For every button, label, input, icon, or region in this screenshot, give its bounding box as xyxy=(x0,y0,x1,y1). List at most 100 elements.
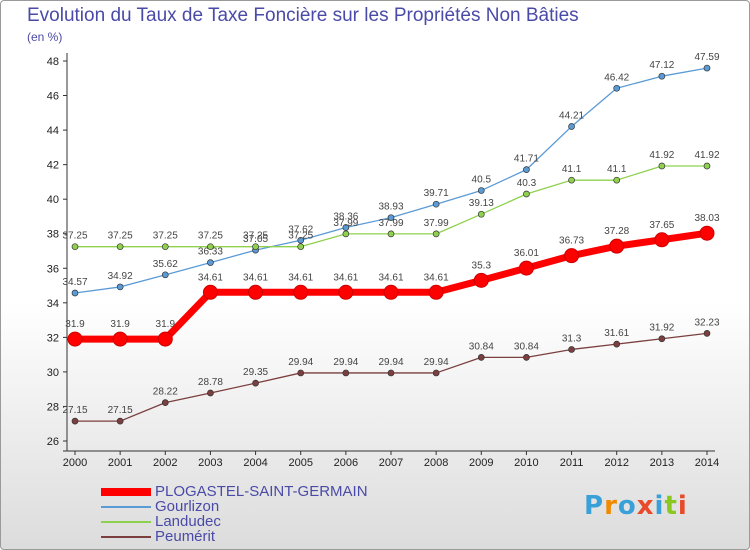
data-point-plogastel-saint-germain xyxy=(157,331,173,347)
data-label-plogastel-saint-germain: 35.3 xyxy=(472,260,492,271)
data-point-landudec xyxy=(523,190,530,198)
data-point-gourlizon xyxy=(71,289,79,297)
legend-swatch xyxy=(101,488,151,496)
x-tick-label: 2014 xyxy=(695,457,719,469)
data-point-landudec xyxy=(703,162,711,170)
legend-item-peum-rit: Peumérit xyxy=(101,529,368,544)
data-label-landudec: 37.99 xyxy=(424,218,449,229)
data-label-landudec: 39.13 xyxy=(469,198,494,209)
y-tick-label: 38 xyxy=(47,229,59,241)
data-label-gourlizon: 38.36 xyxy=(333,212,358,223)
y-tick-label: 44 xyxy=(47,125,59,137)
x-tick-label: 2007 xyxy=(379,457,403,469)
data-label-landudec: 41.92 xyxy=(694,150,719,161)
x-tick-label: 2009 xyxy=(469,457,493,469)
legend-item-plogastel-saint-germain: PLOGASTEL-SAINT-GERMAIN xyxy=(101,484,368,499)
x-tick-label: 2003 xyxy=(198,457,222,469)
data-label-plogastel-saint-germain: 31.9 xyxy=(156,319,176,330)
data-label-peum-rit: 29.94 xyxy=(288,357,313,368)
data-point-gourlizon xyxy=(658,72,666,80)
data-label-landudec: 41.1 xyxy=(607,164,627,175)
data-point-gourlizon xyxy=(477,187,485,194)
data-point-plogastel-saint-germain xyxy=(383,284,399,300)
data-point-gourlizon xyxy=(613,84,621,92)
data-label-landudec: 37.25 xyxy=(198,231,223,242)
data-point-peum-rit xyxy=(613,340,621,348)
x-tick-label: 2001 xyxy=(108,457,132,469)
data-label-peum-rit: 28.22 xyxy=(153,387,178,398)
legend-item-gourlizon: Gourlizon xyxy=(101,499,368,514)
data-point-plogastel-saint-germain xyxy=(473,272,489,288)
data-point-plogastel-saint-germain xyxy=(293,284,309,300)
data-label-landudec: 37.99 xyxy=(333,218,358,229)
data-point-gourlizon xyxy=(568,123,575,130)
chart-title: Evolution du Taux de Taxe Foncière sur l… xyxy=(27,5,579,26)
data-point-gourlizon xyxy=(342,224,350,231)
data-point-landudec xyxy=(613,176,621,184)
data-label-gourlizon: 47.59 xyxy=(694,52,719,63)
x-tick-label: 2005 xyxy=(288,457,312,469)
data-point-landudec xyxy=(297,243,305,251)
data-point-peum-rit xyxy=(161,399,169,407)
data-point-peum-rit xyxy=(207,389,214,397)
y-tick-label: 30 xyxy=(47,367,59,379)
data-point-plogastel-saint-germain xyxy=(248,284,264,300)
data-label-plogastel-saint-germain: 34.61 xyxy=(243,272,268,283)
y-tick-label: 40 xyxy=(47,194,59,206)
legend-swatch xyxy=(101,521,151,523)
data-label-plogastel-saint-germain: 34.61 xyxy=(424,272,449,283)
data-point-gourlizon xyxy=(523,166,530,173)
data-label-plogastel-saint-germain: 31.9 xyxy=(110,319,130,330)
data-label-peum-rit: 27.15 xyxy=(62,405,87,416)
data-point-landudec xyxy=(252,243,259,251)
data-point-peum-rit xyxy=(297,369,305,377)
data-point-gourlizon xyxy=(116,283,124,291)
data-label-landudec: 40.3 xyxy=(517,178,537,189)
data-label-gourlizon: 38.93 xyxy=(378,202,403,213)
y-tick-label: 34 xyxy=(47,298,59,310)
data-label-peum-rit: 29.94 xyxy=(333,357,358,368)
data-point-peum-rit xyxy=(387,369,395,377)
data-label-gourlizon: 34.57 xyxy=(62,277,87,288)
data-point-peum-rit xyxy=(252,379,259,387)
data-point-plogastel-saint-germain xyxy=(654,232,670,248)
data-label-plogastel-saint-germain: 36.73 xyxy=(559,236,584,247)
data-label-peum-rit: 30.84 xyxy=(514,341,539,352)
y-tick-label: 48 xyxy=(47,56,59,68)
logo-letter: o xyxy=(617,491,637,521)
proxiti-logo: Proxiti xyxy=(584,491,688,521)
x-tick-label: 2008 xyxy=(424,457,448,469)
data-point-peum-rit xyxy=(432,369,440,377)
data-label-plogastel-saint-germain: 37.65 xyxy=(649,220,674,231)
data-label-gourlizon: 39.71 xyxy=(424,188,449,199)
data-point-landudec xyxy=(342,230,350,238)
data-label-peum-rit: 27.15 xyxy=(108,405,133,416)
data-label-plogastel-saint-germain: 34.61 xyxy=(378,272,403,283)
data-point-landudec xyxy=(207,243,214,251)
data-label-landudec: 37.99 xyxy=(378,218,403,229)
data-point-landudec xyxy=(658,162,666,170)
data-point-plogastel-saint-germain xyxy=(518,260,534,276)
data-point-peum-rit xyxy=(477,354,485,361)
y-tick-label: 28 xyxy=(47,401,59,413)
x-tick-label: 2012 xyxy=(604,457,628,469)
logo-letter: t xyxy=(664,491,678,521)
data-point-peum-rit xyxy=(703,330,711,337)
data-point-gourlizon xyxy=(207,259,214,266)
data-label-plogastel-saint-germain: 37.28 xyxy=(604,226,629,237)
chart-legend: PLOGASTEL-SAINT-GERMAIN Gourlizon Landudec… xyxy=(101,484,368,544)
x-tick-label: 2010 xyxy=(514,457,538,469)
data-label-landudec: 37.25 xyxy=(288,231,313,242)
y-tick-label: 46 xyxy=(47,91,59,103)
data-point-plogastel-saint-germain xyxy=(428,284,444,300)
y-tick-label: 42 xyxy=(47,160,59,172)
data-label-peum-rit: 28.78 xyxy=(198,377,223,388)
data-label-gourlizon: 37.05 xyxy=(243,234,268,245)
logo-letter: i xyxy=(654,491,665,521)
chart-unit-label: (en %) xyxy=(27,30,63,44)
data-label-landudec: 37.25 xyxy=(108,231,133,242)
data-point-plogastel-saint-germain xyxy=(609,238,625,254)
data-label-plogastel-saint-germain: 34.61 xyxy=(333,272,358,283)
data-label-plogastel-saint-germain: 34.61 xyxy=(198,272,223,283)
